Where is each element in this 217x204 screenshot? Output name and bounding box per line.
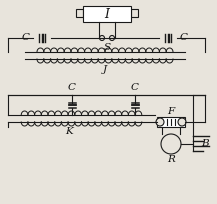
- Text: B: B: [201, 140, 209, 149]
- Bar: [76, 9, 83, 17]
- Bar: [83, 6, 131, 22]
- Circle shape: [178, 118, 186, 126]
- Text: C: C: [131, 82, 139, 92]
- Text: C: C: [180, 33, 188, 42]
- Text: R: R: [167, 155, 175, 164]
- Text: C: C: [22, 33, 30, 42]
- Text: C: C: [68, 82, 76, 92]
- Text: F: F: [167, 108, 175, 116]
- Bar: [131, 9, 138, 17]
- Bar: [157, 117, 185, 127]
- Text: I: I: [105, 8, 110, 20]
- Text: J: J: [103, 64, 107, 73]
- Text: S: S: [104, 42, 111, 51]
- Circle shape: [156, 118, 164, 126]
- Text: K: K: [65, 128, 73, 136]
